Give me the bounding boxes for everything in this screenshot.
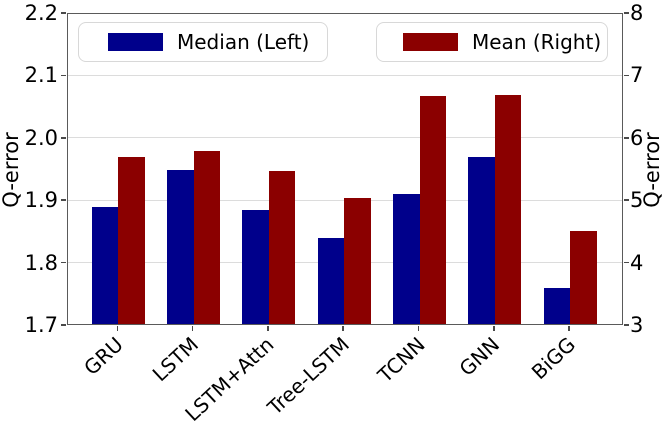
- x-tick-mark: [116, 326, 119, 331]
- bar-mean-lstm: [193, 150, 221, 324]
- left-tick-mark: [61, 137, 66, 139]
- right-tick-mark: [624, 261, 629, 264]
- x-axis-label-text: TCNN: [372, 332, 430, 388]
- x-axis-label-text: LSTM: [147, 332, 204, 387]
- left-tick-mark: [61, 261, 66, 264]
- x-tick-mark: [342, 326, 344, 331]
- bar-mean-tcnn: [419, 95, 446, 324]
- right-tick-mark: [624, 137, 629, 139]
- bar-median-gnn: [468, 157, 495, 324]
- bar-median-tree-lstm: [317, 238, 345, 324]
- left-tick-mark: [61, 324, 66, 326]
- bar-median-bigg: [543, 288, 571, 324]
- gridline: [68, 74, 622, 76]
- right-tick-mark: [624, 12, 629, 14]
- median-legend-swatch: [108, 33, 163, 51]
- left-axis-tick-2.1: 2.1: [24, 63, 58, 88]
- right-axis-tick-8: 8: [630, 1, 644, 25]
- x-axis-label-text: GNN: [454, 332, 505, 381]
- right-tick-mark: [624, 324, 629, 326]
- legend-mean: Mean (Right): [376, 22, 608, 62]
- x-axis-label-text: GRU: [79, 332, 128, 380]
- left-axis-tick-2.0: 2.0: [24, 125, 58, 150]
- bar-median-tcnn: [393, 194, 420, 324]
- x-tick-mark: [493, 326, 495, 331]
- plot-area: [67, 13, 623, 325]
- bar-mean-lstm-attn: [268, 171, 296, 324]
- left-tick-mark: [61, 12, 66, 14]
- right-axis-tick-7: 7: [630, 63, 644, 88]
- right-tick-mark: [624, 199, 629, 201]
- bar-mean-gnn: [494, 94, 522, 324]
- bar-median-lstm: [167, 169, 194, 324]
- x-tick-mark: [191, 326, 194, 331]
- left-axis-tick-1.7: 1.7: [24, 313, 58, 337]
- x-axis-label-text: Tree-LSTM: [262, 332, 354, 420]
- legend-mean-label: Mean (Right): [472, 30, 602, 54]
- legend-median-label: Median (Left): [177, 30, 310, 54]
- legend-median: Median (Left): [78, 22, 328, 62]
- right-axis-tick-3: 3: [630, 313, 644, 337]
- bar-median-gru: [91, 206, 119, 324]
- bar-mean-tree-lstm: [344, 197, 371, 324]
- left-tick-mark: [61, 199, 66, 201]
- right-axis-tick-5: 5: [630, 188, 644, 213]
- right-axis-tick-6: 6: [630, 125, 644, 150]
- left-axis-tick-1.9: 1.9: [24, 188, 58, 213]
- gridline: [68, 137, 622, 139]
- left-axis-tick-1.8: 1.8: [24, 250, 58, 275]
- x-tick-mark: [568, 326, 570, 331]
- bar-median-lstm-attn: [242, 210, 269, 324]
- bar-mean-gru: [118, 157, 145, 324]
- left-axis-tick-2.2: 2.2: [24, 1, 58, 25]
- mean-legend-swatch: [403, 33, 458, 51]
- left-tick-mark: [61, 74, 66, 77]
- right-axis-tick-4: 4: [630, 250, 644, 275]
- right-tick-mark: [624, 74, 629, 77]
- bar-mean-bigg: [570, 230, 597, 324]
- x-tick-mark: [267, 326, 269, 331]
- x-tick-mark: [417, 326, 420, 331]
- x-axis-label-text: BiGG: [526, 332, 580, 385]
